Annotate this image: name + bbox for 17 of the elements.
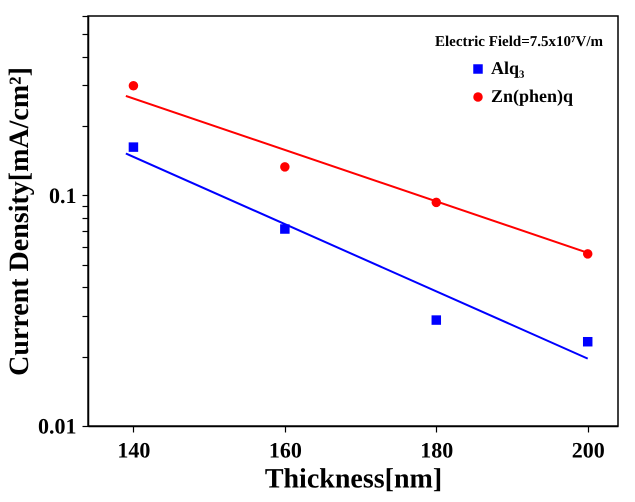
x-tick-label: 180	[420, 438, 454, 462]
annotation: Electric Field=7.5x10⁷V/m	[434, 34, 604, 50]
x-tick-label: 200	[572, 438, 605, 462]
x-tick-label: 140	[117, 438, 150, 462]
y-tick-label: 0.01	[38, 414, 76, 438]
y-axis-title: Current Density[mA/cm²]	[4, 67, 35, 376]
legend-label: Alq₃	[491, 58, 526, 78]
y-tick-label: 0.1	[49, 182, 76, 208]
x-tick-label: 160	[268, 438, 302, 462]
point	[128, 142, 138, 152]
point	[432, 315, 442, 325]
point	[582, 336, 592, 346]
legend-label: Zn(phen)q	[491, 86, 574, 106]
point	[280, 162, 290, 172]
point	[280, 224, 290, 234]
point	[128, 81, 138, 90]
x-axis-title: Thickness[nm]	[264, 464, 442, 494]
